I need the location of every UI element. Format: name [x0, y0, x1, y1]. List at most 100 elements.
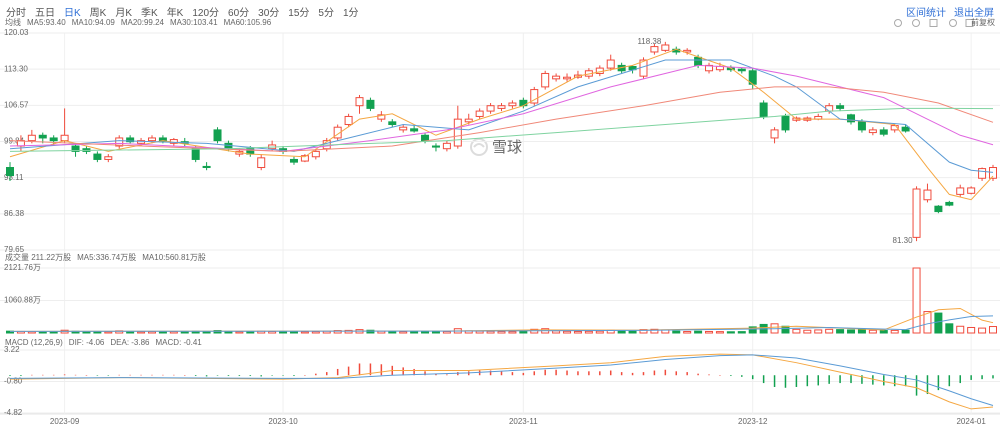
macd-bar [129, 374, 131, 376]
period-tab[interactable]: 五日 [35, 8, 55, 19]
macd-bar [511, 372, 514, 376]
volume-bar [202, 331, 211, 334]
macd-bar [697, 373, 699, 376]
macd-bar [522, 372, 525, 376]
period-tab[interactable]: 年K [166, 8, 184, 19]
macd-bar [959, 375, 961, 384]
period-tab[interactable]: 60分 [228, 8, 250, 19]
candle-body [770, 129, 779, 139]
volume-bar [912, 267, 921, 334]
macd-bar [249, 375, 252, 377]
candle-body [890, 125, 899, 131]
volume-bar [93, 331, 102, 334]
volume-bar [890, 329, 899, 334]
candle-body [967, 187, 976, 194]
volume-bar [410, 331, 419, 334]
period-tab[interactable]: 季K [141, 8, 158, 19]
macd-bar [96, 375, 99, 376]
ma-line [9, 86, 994, 152]
action-link[interactable]: 区间统计 [906, 8, 946, 19]
legend-entry: MA5:336.74万股 [77, 253, 136, 262]
candle-body [27, 134, 36, 142]
volume-bar [715, 331, 724, 334]
macd-bar [85, 375, 88, 376]
volume-bar [27, 331, 36, 334]
candle-body [388, 121, 397, 126]
candle-body [137, 140, 146, 144]
volume-bar [814, 329, 823, 334]
macd-bar [205, 375, 208, 377]
volume-bar [628, 330, 637, 334]
volume-bar [836, 329, 845, 334]
legend-title: 成交量 211.22万股 [5, 252, 71, 262]
macd-bar [489, 370, 492, 376]
candle-body [431, 145, 440, 148]
macd-bar [194, 375, 197, 377]
candle-body [563, 76, 572, 80]
macd-bar [795, 375, 798, 387]
period-tab[interactable]: 15分 [288, 8, 310, 19]
macd-bar [293, 375, 295, 377]
macd-bar [478, 370, 481, 376]
legend-entry: DIF: -4.06 [69, 338, 105, 347]
candle-body [978, 168, 987, 179]
macd-bar [992, 375, 994, 379]
macd-bar [380, 364, 383, 376]
macd-bar [970, 375, 972, 380]
volume-bar [158, 331, 167, 334]
y-tick-label: 2121.76万 [4, 263, 41, 272]
macd-bar [216, 375, 219, 376]
period-tab[interactable]: 月K [115, 8, 133, 19]
period-tab[interactable]: 1分 [342, 8, 359, 19]
volume-bar [956, 325, 965, 334]
macd-bar [52, 374, 55, 376]
volume-bar [497, 330, 506, 334]
volume-bar [213, 330, 222, 334]
volume-bar [847, 329, 856, 334]
period-tab[interactable]: 周K [89, 8, 107, 19]
macd-bar [609, 370, 612, 376]
candle-body [956, 187, 965, 195]
volume-bar [38, 331, 47, 334]
legend-entry: MA10:94.09 [72, 18, 116, 27]
candle-body [49, 137, 58, 142]
macd-bar [162, 374, 164, 376]
candle-body [847, 114, 856, 123]
price-annotation: 118.38 [637, 37, 661, 46]
candle-body [486, 105, 495, 112]
candle-body [945, 201, 954, 206]
volume-bar [879, 330, 888, 334]
period-tab[interactable]: 分时 [6, 8, 26, 19]
macd-bar [620, 372, 623, 376]
volume-bar [246, 331, 255, 334]
volume-bar [137, 331, 146, 334]
legend-entry: MACD: -0.41 [156, 338, 203, 347]
macd-bar [751, 375, 754, 380]
volume-bar [989, 326, 997, 334]
macd-bar [773, 375, 776, 387]
macd-bar [686, 372, 688, 376]
macd-bar [544, 369, 546, 376]
candle-body [202, 165, 211, 169]
candle-body [311, 150, 320, 158]
macd-bar [828, 375, 830, 384]
candle-body [737, 68, 746, 72]
candle-body [344, 115, 353, 126]
y-tick-label: -4.82 [4, 408, 23, 417]
volume-bar [180, 331, 189, 334]
period-tab[interactable]: 日K [64, 8, 81, 19]
period-tab[interactable]: 30分 [258, 8, 280, 19]
ma-line [9, 353, 994, 410]
y-tick-label: 86.38 [4, 209, 25, 218]
candle-body [901, 126, 910, 132]
candle-body [300, 155, 309, 162]
candle-body [355, 97, 364, 107]
action-link[interactable]: 退出全屏 [954, 8, 994, 19]
volume-bar [694, 330, 703, 334]
candle-body [366, 99, 375, 109]
period-tab[interactable]: 120分 [192, 8, 220, 19]
volume-bar [104, 331, 113, 334]
period-tab[interactable]: 5分 [318, 8, 334, 19]
macd-bar [762, 375, 765, 384]
